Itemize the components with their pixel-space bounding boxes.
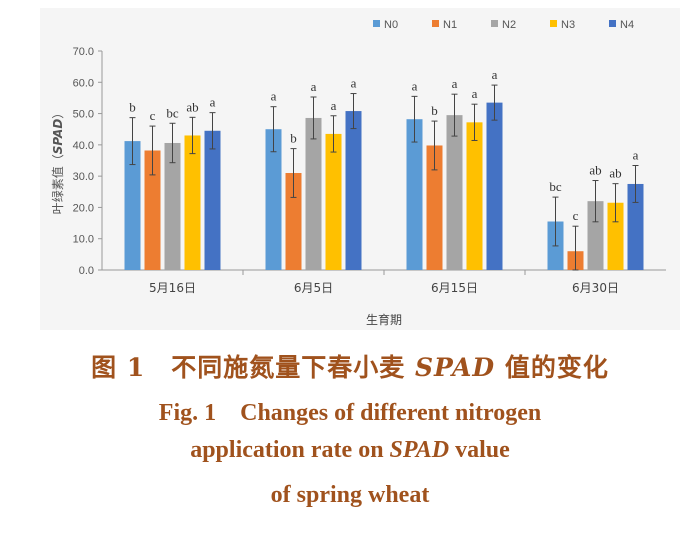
- bar-n3: [325, 133, 342, 270]
- significance-letter: c: [150, 108, 156, 123]
- caption-en2-italic: SPAD: [389, 437, 450, 463]
- caption-english-line3: of spring wheat: [270, 482, 430, 508]
- bar-n4: [345, 111, 362, 270]
- x-category-label: 6月30日: [572, 281, 619, 295]
- significance-letter: b: [431, 103, 438, 118]
- significance-letter: a: [210, 95, 216, 110]
- x-axis-label: 生育期: [366, 312, 402, 327]
- caption-en2-prefix: application rate on: [190, 437, 390, 463]
- legend-label-n4: N4: [620, 19, 634, 31]
- bar-n4: [627, 183, 644, 270]
- caption-cn-prefix: 图 1 不同施氮量下春小麦: [91, 353, 415, 382]
- caption-english-line1: Fig. 1 Changes of different nitrogen: [158, 400, 542, 426]
- significance-letter: bc: [549, 179, 562, 194]
- legend-swatch-n1: [432, 20, 439, 27]
- legend-label-n3: N3: [561, 19, 575, 31]
- bar-n3: [466, 122, 483, 271]
- bar-n1: [144, 150, 161, 270]
- bar-n3: [607, 202, 624, 270]
- significance-letter: b: [129, 100, 136, 115]
- legend-label-n0: N0: [384, 19, 398, 31]
- bar-n2: [305, 117, 322, 270]
- legend-swatch-n4: [609, 20, 616, 27]
- y-tick-label: 60.0: [73, 77, 94, 89]
- significance-letter: a: [331, 98, 337, 113]
- legend-swatch-n0: [373, 20, 380, 27]
- y-tick-label: 70.0: [73, 46, 94, 58]
- caption-chinese: 图 1 不同施氮量下春小麦 SPAD 值的变化: [0, 348, 700, 384]
- y-tick-label: 10.0: [73, 234, 94, 246]
- bar-n0: [124, 141, 141, 270]
- bar-n1: [426, 145, 443, 270]
- y-axis-label: 叶绿素值（SPAD）: [50, 107, 65, 215]
- bar-n0: [406, 119, 423, 271]
- significance-letter: ab: [609, 166, 621, 181]
- significance-letter: b: [290, 131, 297, 146]
- bar-n4: [486, 102, 503, 270]
- caption-cn-suffix: 值的变化: [495, 353, 609, 382]
- legend-label-n2: N2: [502, 19, 516, 31]
- spad-bar-chart: 0.0 10.0 20.0 30.0 40.0 50.0 60.0 70.0 叶绿素值（SPAD…: [50, 19, 666, 327]
- significance-letter: a: [492, 67, 498, 82]
- bar-n3: [184, 135, 201, 270]
- significance-letter: a: [452, 76, 458, 91]
- significance-letter: ab: [589, 163, 601, 178]
- significance-letter: a: [271, 89, 277, 104]
- significance-letter: ab: [186, 99, 198, 114]
- x-category-label: 6月5日: [294, 281, 333, 295]
- x-category-label: 6月15日: [431, 281, 478, 295]
- x-category-label: 5月16日: [149, 281, 196, 295]
- legend-swatch-n2: [491, 20, 498, 27]
- legend-label-n1: N1: [443, 19, 457, 31]
- significance-letter: a: [311, 79, 317, 94]
- caption-en2-suffix: value: [449, 437, 510, 463]
- y-tick-label: 0.0: [79, 265, 94, 277]
- significance-letter: c: [573, 208, 579, 223]
- bar-n2: [446, 115, 463, 270]
- significance-letter: a: [472, 86, 478, 101]
- legend-swatch-n3: [550, 20, 557, 27]
- y-tick-label: 50.0: [73, 109, 94, 121]
- y-tick-label: 30.0: [73, 171, 94, 183]
- caption-cn-italic: SPAD: [414, 353, 496, 382]
- bar-n2: [164, 142, 181, 270]
- y-tick-label: 20.0: [73, 202, 94, 214]
- bar-n0: [265, 129, 282, 270]
- significance-letter: a: [412, 78, 418, 93]
- bar-n2: [587, 201, 604, 270]
- significance-letter: a: [351, 76, 357, 91]
- caption-english-line2: application rate on SPAD value: [0, 437, 700, 464]
- significance-letter: bc: [166, 105, 179, 120]
- significance-letter: a: [633, 148, 639, 163]
- chart-panel: 0.0 10.0 20.0 30.0 40.0 50.0 60.0 70.0 叶绿素值（SPAD…: [40, 8, 680, 330]
- y-tick-label: 40.0: [73, 140, 94, 152]
- bar-n4: [204, 130, 221, 270]
- bar-n1: [285, 173, 302, 270]
